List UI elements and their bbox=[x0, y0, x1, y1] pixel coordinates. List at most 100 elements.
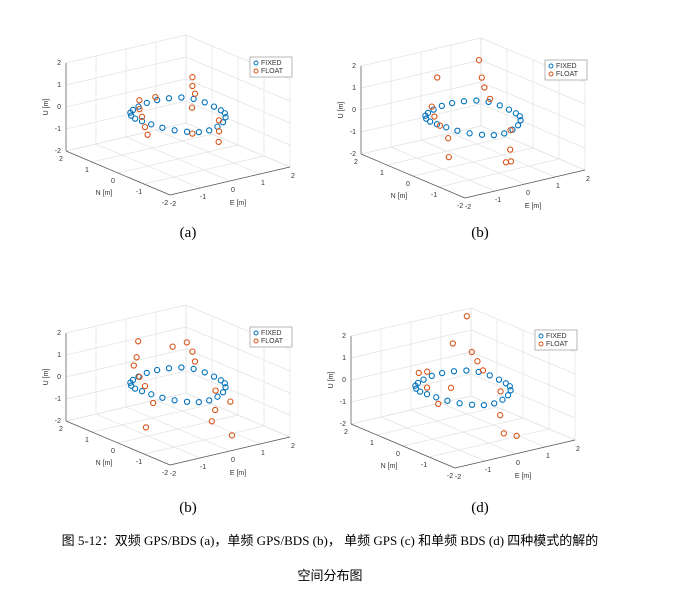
grid-line bbox=[360, 59, 482, 89]
data-point bbox=[450, 368, 458, 375]
data-point bbox=[127, 109, 134, 116]
data-point bbox=[183, 398, 191, 405]
legend-label: FIXED bbox=[546, 333, 567, 340]
data-point bbox=[228, 432, 236, 439]
data-point bbox=[189, 82, 196, 90]
data-point bbox=[434, 74, 441, 81]
y-tick-label: 2 bbox=[59, 156, 63, 163]
grid-line bbox=[480, 59, 586, 105]
data-point bbox=[165, 365, 173, 372]
z-tick-label: 1 bbox=[57, 82, 61, 89]
data-point bbox=[500, 430, 507, 437]
x-tick-label: -1 bbox=[485, 467, 491, 474]
legend-box bbox=[534, 329, 578, 351]
grid-line bbox=[65, 100, 187, 130]
data-point bbox=[148, 391, 155, 398]
x-axis-label: E [m] bbox=[230, 200, 246, 207]
data-point bbox=[479, 367, 487, 374]
grid-line bbox=[65, 370, 187, 400]
grid-line bbox=[185, 56, 291, 102]
legend-label: FLOAT bbox=[261, 68, 284, 75]
grid-line bbox=[65, 326, 187, 356]
data-point bbox=[227, 398, 234, 405]
data-point bbox=[505, 106, 513, 113]
axis-line bbox=[360, 153, 466, 199]
data-point bbox=[443, 124, 450, 131]
grid-line bbox=[65, 392, 187, 422]
data-point bbox=[517, 117, 524, 124]
x-tick-label: -1 bbox=[200, 194, 206, 201]
z-tick-label: 2 bbox=[342, 333, 346, 340]
x-tick-label: 1 bbox=[556, 183, 560, 190]
data-point bbox=[433, 121, 441, 128]
data-point bbox=[497, 412, 504, 419]
data-point bbox=[507, 127, 514, 134]
data-point bbox=[478, 74, 485, 81]
data-point bbox=[143, 369, 150, 377]
grid-line bbox=[185, 122, 291, 168]
data-point bbox=[507, 387, 514, 394]
data-point bbox=[130, 362, 137, 369]
data-point bbox=[486, 372, 493, 379]
grid-line bbox=[143, 425, 265, 455]
x-tick-label: -2 bbox=[170, 201, 176, 208]
z-tick-label: 0 bbox=[352, 107, 356, 114]
x-tick-label: 2 bbox=[586, 176, 590, 183]
data-point bbox=[148, 121, 155, 128]
data-point bbox=[499, 396, 506, 403]
data-point bbox=[214, 393, 221, 400]
z-axis-label: U [m] bbox=[338, 102, 345, 119]
data-point bbox=[420, 376, 427, 383]
grid-line bbox=[91, 403, 213, 433]
x-tick-label: 2 bbox=[291, 443, 295, 450]
data-point bbox=[221, 380, 228, 387]
data-point bbox=[444, 397, 451, 404]
x-tick-label: 0 bbox=[231, 457, 235, 464]
data-point bbox=[502, 380, 510, 387]
x-tick-label: 2 bbox=[576, 446, 580, 453]
legend-label: FIXED bbox=[556, 63, 577, 70]
data-point bbox=[454, 127, 461, 134]
data-point bbox=[152, 93, 159, 101]
y-tick-label: 2 bbox=[59, 426, 63, 433]
x-tick-label: -2 bbox=[465, 204, 471, 211]
data-point bbox=[435, 400, 442, 407]
z-tick-label: 0 bbox=[57, 374, 61, 381]
x-axis-label: E [m] bbox=[515, 473, 531, 480]
data-point bbox=[481, 84, 488, 91]
data-point bbox=[501, 130, 508, 137]
grid-line bbox=[480, 125, 586, 171]
y-tick-label: -2 bbox=[162, 200, 168, 207]
legend-marker bbox=[253, 330, 259, 336]
axis-line bbox=[169, 166, 291, 196]
data-point bbox=[495, 376, 503, 383]
legend-marker bbox=[253, 338, 259, 344]
legend-label: FLOAT bbox=[261, 338, 284, 345]
z-tick-label: -1 bbox=[55, 396, 61, 403]
legend-marker bbox=[538, 341, 544, 347]
data-point bbox=[428, 103, 435, 110]
grid-line bbox=[350, 373, 472, 403]
data-point bbox=[445, 135, 452, 142]
legend-marker bbox=[538, 333, 544, 339]
x-tick-label: -1 bbox=[495, 197, 501, 204]
data-point bbox=[513, 432, 520, 439]
data-point bbox=[217, 377, 225, 384]
data-point bbox=[171, 397, 178, 404]
data-point bbox=[136, 373, 143, 381]
data-point bbox=[449, 340, 456, 347]
data-point bbox=[475, 57, 483, 64]
y-tick-label: 0 bbox=[111, 448, 115, 455]
data-point bbox=[433, 394, 440, 401]
data-point bbox=[485, 98, 492, 106]
grid-line bbox=[470, 329, 576, 375]
data-point bbox=[136, 97, 143, 104]
data-point bbox=[141, 382, 149, 390]
caption-line: 空间分布图 bbox=[297, 568, 362, 583]
data-point bbox=[191, 358, 199, 365]
z-axis-label: U [m] bbox=[328, 372, 335, 389]
data-point bbox=[428, 372, 435, 380]
legend-box bbox=[544, 59, 588, 81]
data-point bbox=[423, 391, 431, 398]
